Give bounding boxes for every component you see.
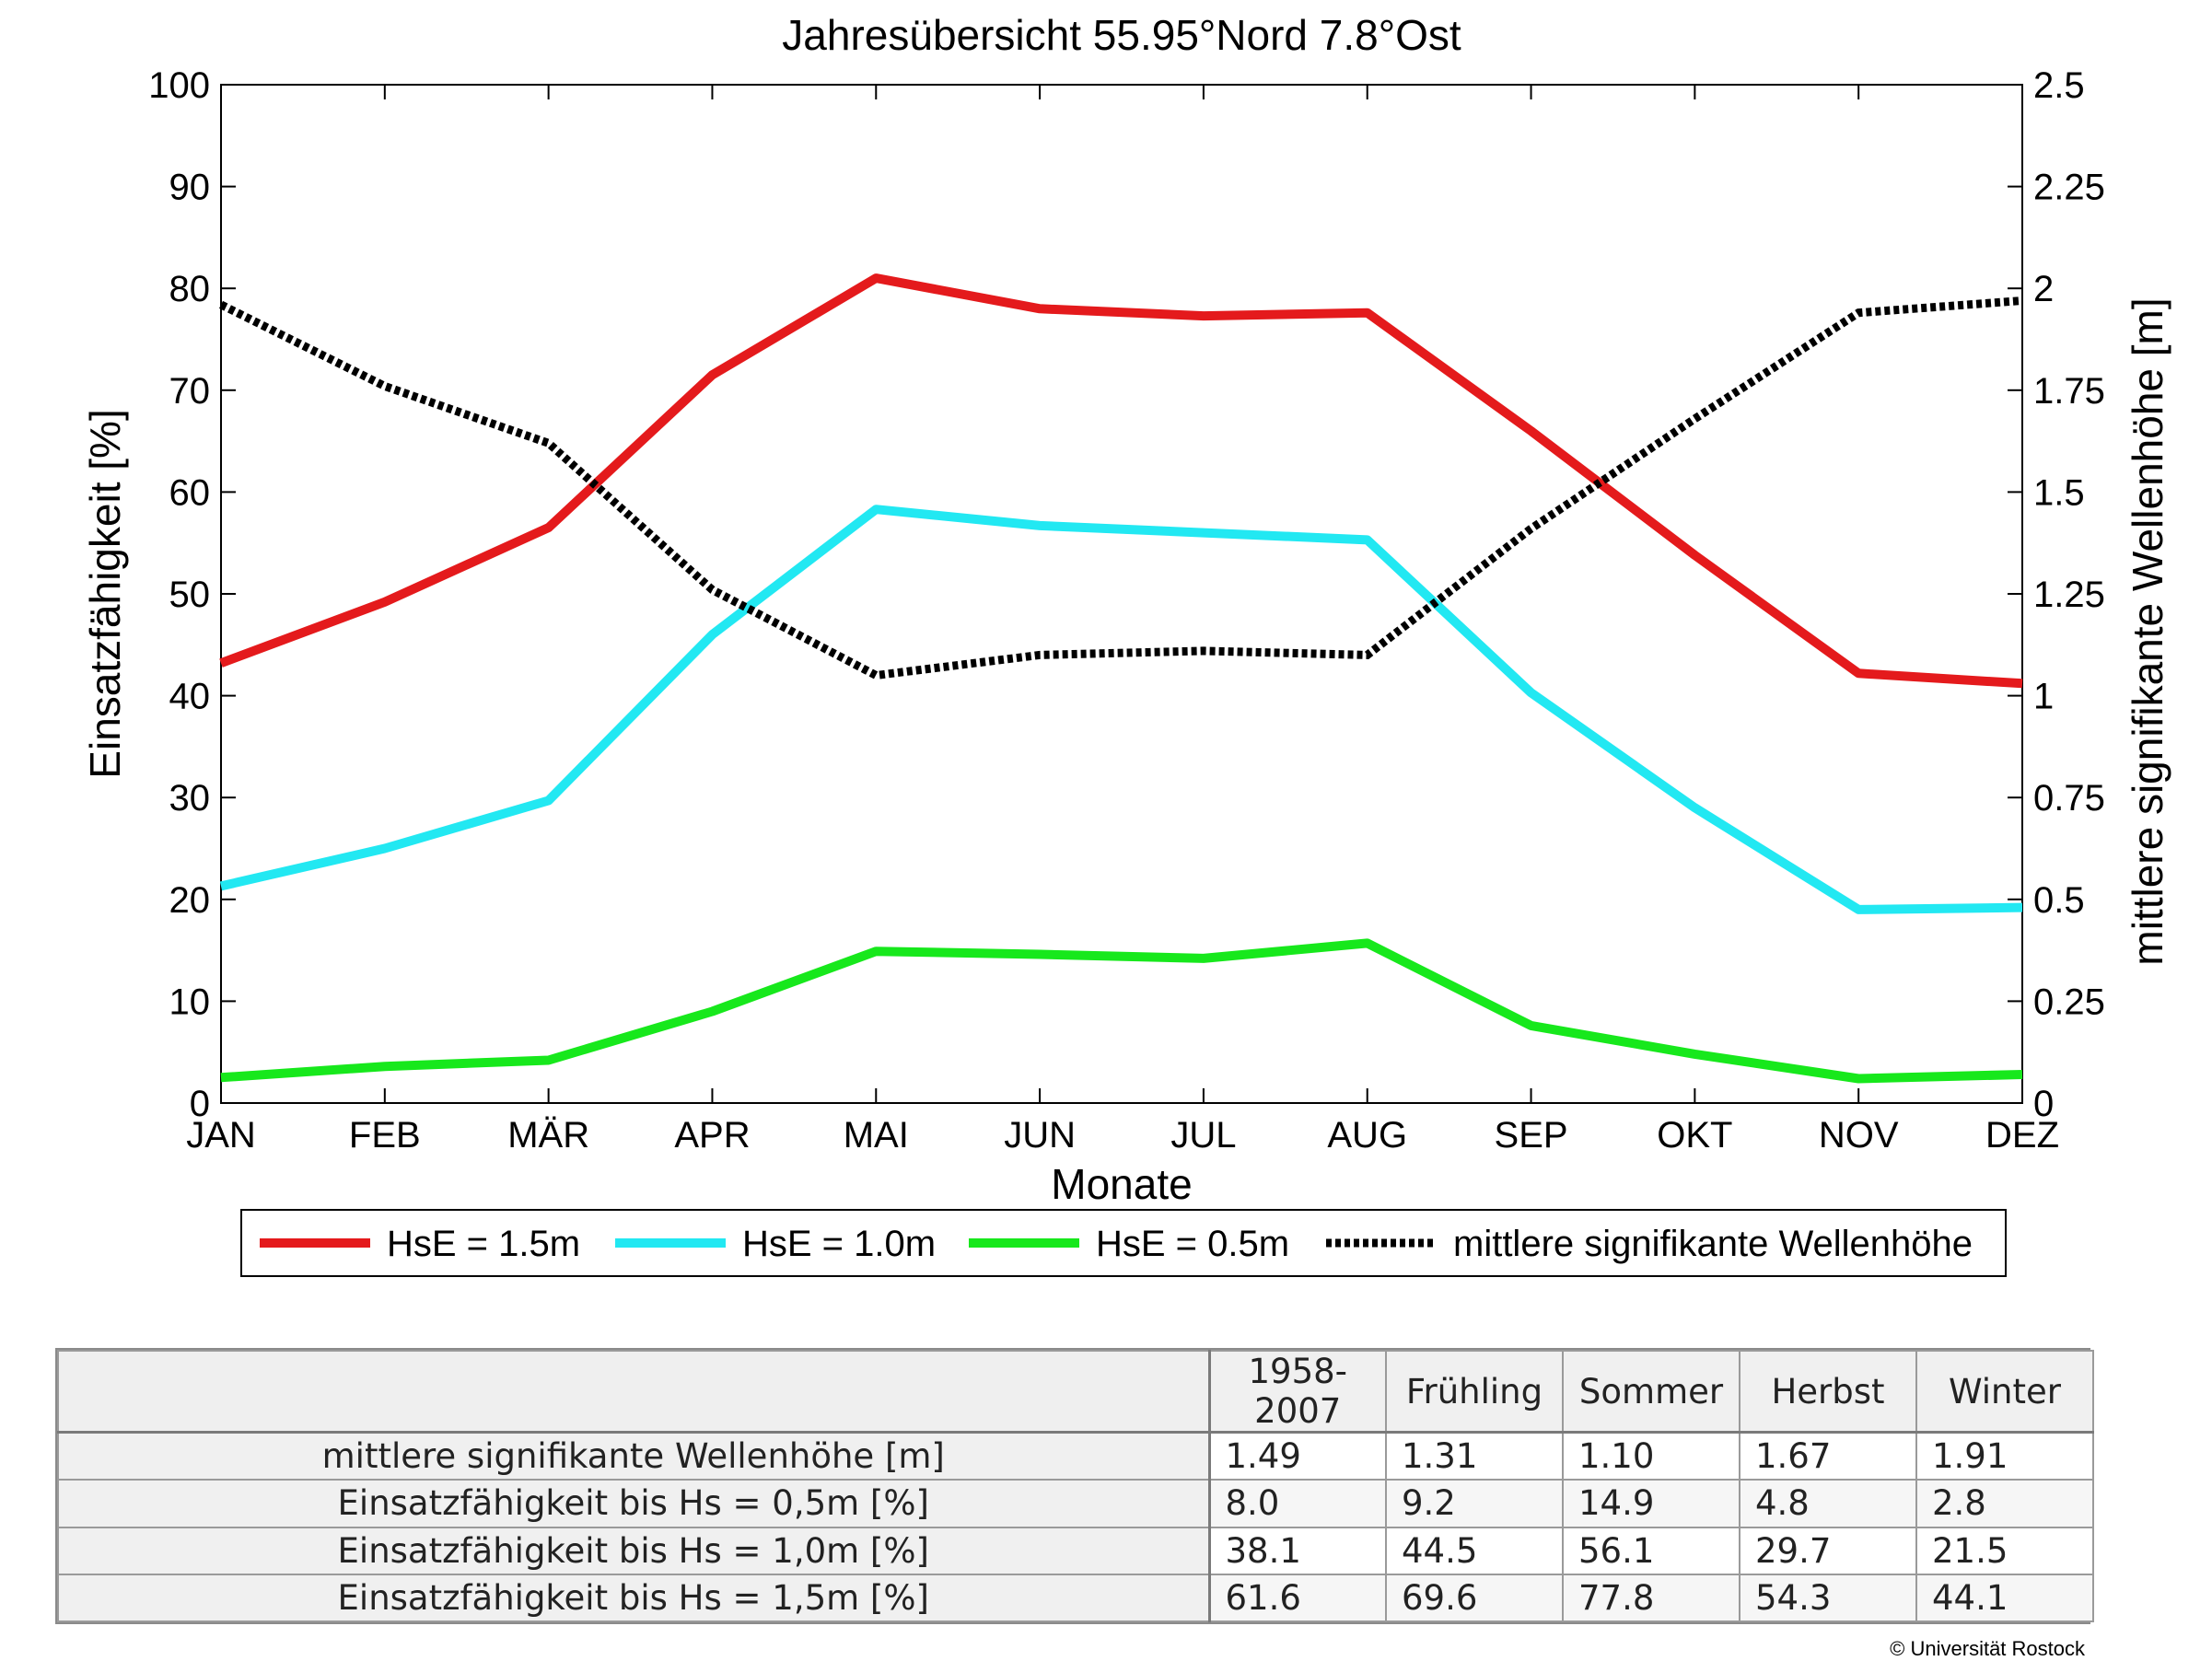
chart-svg: Jahresübersicht 55.95°Nord 7.8°Ost JAN FEB…	[81, 11, 2171, 1277]
table-cell: 61.6	[1208, 1573, 1387, 1623]
table-corner-cell	[57, 1350, 1211, 1434]
y-tick-label-right: 1.75	[2033, 371, 2105, 412]
table-cell: 9.2	[1385, 1479, 1564, 1528]
x-tick-label: OKT	[1657, 1115, 1732, 1156]
table-header-spring: Frühling	[1385, 1350, 1564, 1434]
x-tick-label: JUL	[1170, 1115, 1236, 1156]
y-tick-label-left: 50	[169, 575, 211, 615]
table-row-label: Einsatzfähigkeit bis Hs = 1,5m [%]	[57, 1573, 1211, 1623]
table-cell: 77.8	[1562, 1573, 1740, 1623]
table-row: Einsatzfähigkeit bis Hs = 1,0m [%] 38.1 …	[57, 1526, 2094, 1575]
table-cell: 54.3	[1739, 1573, 1917, 1623]
table-cell: 2.8	[1915, 1479, 2094, 1528]
table-cell: 1.91	[1915, 1431, 2094, 1481]
series-line-0	[219, 273, 2023, 689]
table-cell: 38.1	[1208, 1526, 1387, 1575]
table-cell: 29.7	[1739, 1526, 1917, 1575]
chart-title: Jahresübersicht 55.95°Nord 7.8°Ost	[782, 11, 1461, 59]
y-tick-label-left: 100	[148, 65, 210, 106]
table-row: Einsatzfähigkeit bis Hs = 0,5m [%] 8.0 9…	[57, 1479, 2094, 1528]
y-tick-label-right: 0.25	[2033, 982, 2105, 1022]
y-tick-label-right: 1	[2033, 677, 2054, 717]
table-cell: 56.1	[1562, 1526, 1740, 1575]
legend-label-3: mittlere signifikante Wellenhöhe	[1453, 1224, 1973, 1264]
series-line-1	[219, 505, 2023, 914]
table-header-autumn: Herbst	[1739, 1350, 1917, 1434]
y-tick-label-left: 90	[169, 168, 211, 208]
y-tick-label-right: 2	[2033, 269, 2054, 309]
series-line-3	[218, 296, 2023, 680]
y-tick-label-right: 2.25	[2033, 168, 2105, 208]
x-tick-label: AUG	[1327, 1115, 1407, 1156]
table-cell: 44.5	[1385, 1526, 1564, 1575]
table-cell: 14.9	[1562, 1479, 1740, 1528]
table-header-period: 1958-2007	[1208, 1350, 1387, 1434]
statistics-table: 1958-2007 Frühling Sommer Herbst Winter …	[55, 1348, 2094, 1624]
table-header-summer: Sommer	[1562, 1350, 1740, 1434]
y-tick-label-right: 1.25	[2033, 575, 2105, 615]
table-cell: 1.67	[1739, 1431, 1917, 1481]
x-tick-label: FEB	[349, 1115, 421, 1156]
y-tick-label-right: 0.5	[2033, 880, 2085, 921]
x-tick-label: NOV	[1819, 1115, 1899, 1156]
x-tick-label: JAN	[186, 1115, 256, 1156]
x-tick-label: MAI	[844, 1115, 909, 1156]
table-header-winter: Winter	[1915, 1350, 2094, 1434]
table-row: mittlere signifikante Wellenhöhe [m] 1.4…	[57, 1431, 2094, 1481]
table-cell: 1.49	[1208, 1431, 1387, 1481]
chart-area: Jahresübersicht 55.95°Nord 7.8°Ost JAN FEB…	[81, 11, 2171, 1277]
table-cell: 1.31	[1385, 1431, 1564, 1481]
y-tick-label-left: 20	[169, 880, 211, 921]
x-tick-label: MÄR	[507, 1115, 589, 1156]
table-row-label: mittlere signifikante Wellenhöhe [m]	[57, 1431, 1211, 1481]
table-row-label: Einsatzfähigkeit bis Hs = 0,5m [%]	[57, 1479, 1211, 1528]
y-tick-label-right: 2.5	[2033, 65, 2085, 106]
legend-label-1: HsE = 1.0m	[742, 1224, 936, 1264]
y-tick-label-left: 40	[169, 677, 211, 717]
table-cell: 4.8	[1739, 1479, 1917, 1528]
y-tick-label-left: 0	[190, 1084, 210, 1124]
table-cell: 44.1	[1915, 1573, 2094, 1623]
x-tick-label: SEP	[1495, 1115, 1568, 1156]
y-tick-label-left: 80	[169, 269, 211, 309]
table-row-label: Einsatzfähigkeit bis Hs = 1,0m [%]	[57, 1526, 1211, 1575]
table-cell: 1.10	[1562, 1431, 1740, 1481]
copyright-notice: © Universität Rostock	[1890, 1637, 2085, 1660]
x-tick-label: APR	[674, 1115, 750, 1156]
table-cell: 69.6	[1385, 1573, 1564, 1623]
legend-box	[240, 1209, 2007, 1277]
series-line-2	[220, 938, 2023, 1084]
x-axis-title: Monate	[1051, 1160, 1192, 1208]
table-row: Einsatzfähigkeit bis Hs = 1,5m [%] 61.6 …	[57, 1573, 2094, 1623]
legend-label-0: HsE = 1.5m	[387, 1224, 580, 1264]
y-tick-label-left: 10	[169, 982, 211, 1022]
x-tick-label: DEZ	[1985, 1115, 2059, 1156]
y-tick-label-right: 0	[2033, 1084, 2054, 1124]
y-tick-label-right: 1.5	[2033, 472, 2085, 513]
y-tick-label-left: 30	[169, 778, 211, 819]
y-tick-label-left: 60	[169, 472, 211, 513]
table-cell: 21.5	[1915, 1526, 2094, 1575]
y-tick-label-right: 0.75	[2033, 778, 2105, 819]
table-cell: 8.0	[1208, 1479, 1387, 1528]
y-axis-title-right: mittlere signifikante Wellenhöhe [m]	[2124, 297, 2171, 965]
legend-label-2: HsE = 0.5m	[1096, 1224, 1289, 1264]
x-tick-label: JUN	[1004, 1115, 1076, 1156]
y-axis-title-left: Einsatzfähigkeit [%]	[81, 409, 129, 778]
y-tick-label-left: 70	[169, 371, 211, 412]
